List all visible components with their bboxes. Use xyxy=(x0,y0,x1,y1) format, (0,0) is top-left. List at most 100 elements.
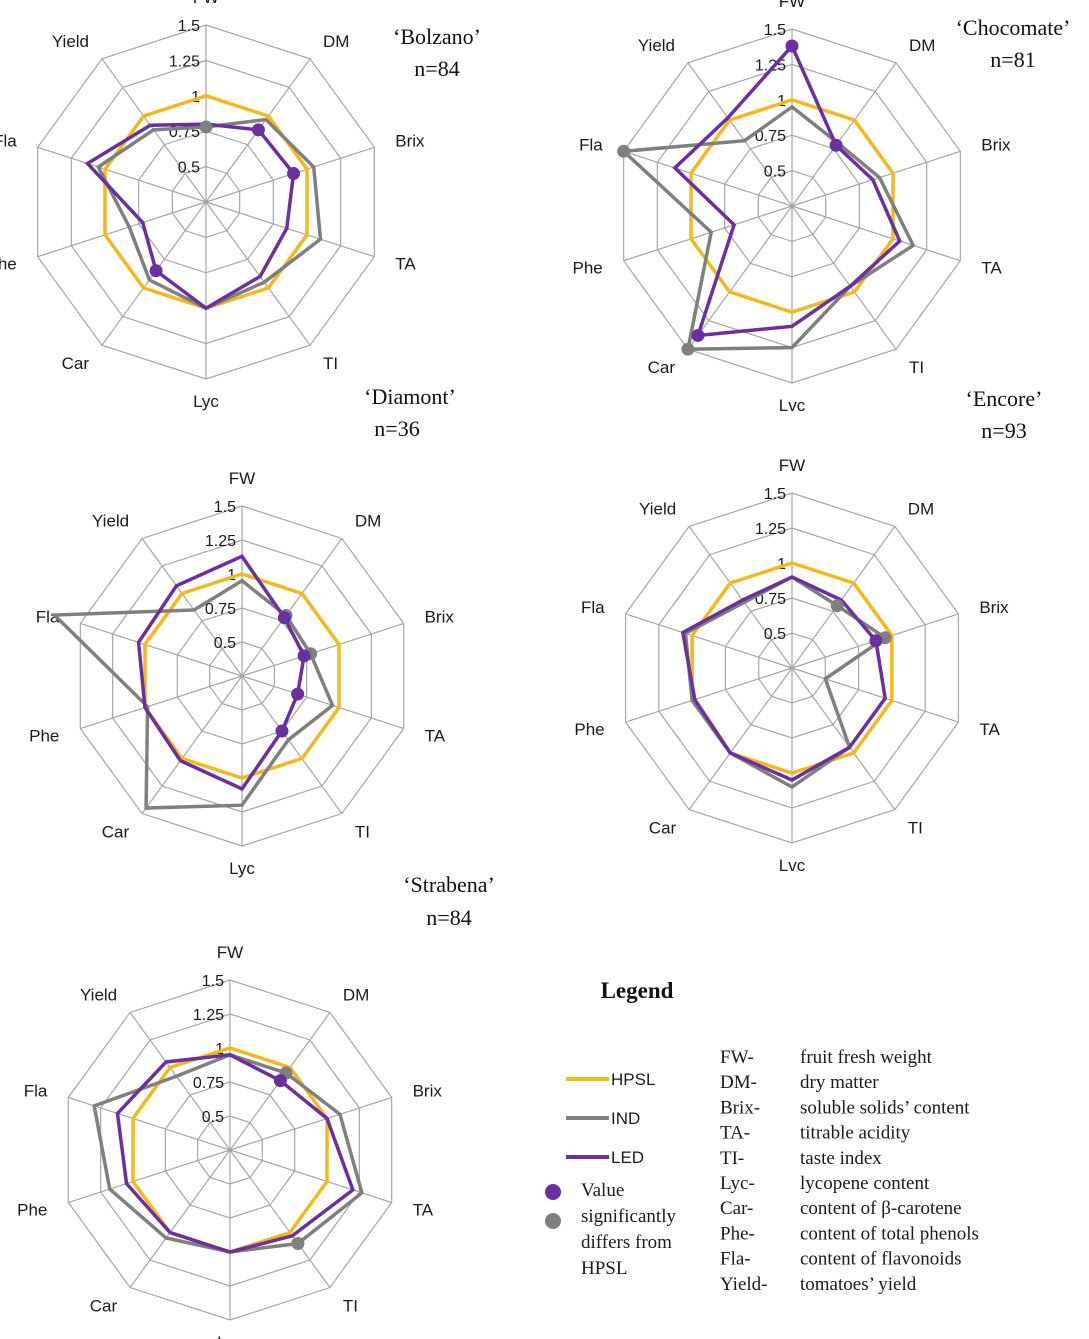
abbr-fla: Fla- xyxy=(720,1249,751,1270)
abbreviation-list: FW-fruit fresh weight DM-dry matter Brix-s… xyxy=(720,1047,979,1295)
chart-subtitle-diamont: n=36 xyxy=(374,416,419,441)
chart-title-chocomate: ‘Chocomate’ xyxy=(956,15,1071,40)
abbr-fw: FW- xyxy=(720,1047,754,1068)
chart-title-diamont: ‘Diamont’ xyxy=(364,384,456,409)
axis-label-brix: Brix xyxy=(981,136,1011,155)
tick-label-1: 1 xyxy=(227,567,236,584)
abbr-desc-fw: fruit fresh weight xyxy=(800,1047,933,1068)
axis-label-dm: DM xyxy=(343,986,369,1005)
axis-label-ti: TI xyxy=(323,354,338,373)
legend-note-line-3: differs from xyxy=(581,1232,672,1253)
axis-label-phe: Phe xyxy=(574,720,604,739)
abbr-yield: Yield- xyxy=(720,1274,768,1295)
tick-label-1: 1 xyxy=(777,556,786,573)
legend-note-line-2: significantly xyxy=(581,1206,676,1227)
axis-label-fla: Fla xyxy=(36,608,60,627)
sig-marker-led-brix xyxy=(287,167,301,181)
tick-label-1: 1 xyxy=(777,93,786,110)
spoke-brix xyxy=(791,150,961,207)
radar-chart-diamont: 0.5 0.75 1 1.25 1.5 FW DM Brix TA TI Lyc Car Phe Fla Y… xyxy=(29,469,454,878)
series-line-led xyxy=(680,575,888,782)
axis-label-dm: DM xyxy=(909,36,935,55)
series-line-led xyxy=(115,1053,355,1254)
axis-label-phe: Phe xyxy=(29,726,59,745)
spoke-fla xyxy=(623,150,793,207)
tick-label-1-5: 1.5 xyxy=(178,18,200,35)
axis-label-fw: FW xyxy=(229,469,255,488)
axis-label-ta: TA xyxy=(395,254,416,273)
axis-label-lvc: Lvc xyxy=(779,856,806,875)
spoke-ta xyxy=(241,675,404,730)
axis-label-fw: FW xyxy=(779,456,805,475)
axis-label-ta: TA xyxy=(981,258,1002,277)
radar-chart-chocomate: 0.50.7511.251.5FWDMBrixTATILvcCarPheFlaY… xyxy=(572,0,1011,415)
radar-chart-encore: 0.5 0.75 1 1.25 1.5 FW DM Brix TA TI Lvc Car Phe Fla Y… xyxy=(574,456,1009,875)
tick-label-0-75: 0.75 xyxy=(205,601,236,618)
sig-marker-ind-fla xyxy=(617,144,631,158)
spoke-brix xyxy=(241,622,404,677)
tick-label-1-5: 1.5 xyxy=(214,499,236,516)
axis-label-fla: Fla xyxy=(579,136,603,155)
abbr-desc-lyc: lycopene content xyxy=(800,1173,930,1194)
tick-label-0-5: 0.5 xyxy=(202,1109,224,1126)
abbr-brix: Brix- xyxy=(720,1097,760,1118)
tick-label-0-5: 0.5 xyxy=(214,635,236,652)
tick-label-1: 1 xyxy=(215,1041,224,1058)
legend-marker-purple xyxy=(545,1184,561,1200)
legend-note-line-4: HPSL xyxy=(581,1258,627,1279)
sig-marker-led-dm xyxy=(273,1074,287,1088)
spoke-car xyxy=(687,205,793,350)
spoke-dm xyxy=(241,538,343,677)
legend-label-hpsl: HPSL xyxy=(611,1070,655,1089)
axis-label-fw: FW xyxy=(193,0,219,7)
sig-marker-ind-ti xyxy=(291,1237,305,1251)
axis-label-yield: Yield xyxy=(638,36,675,55)
tick-label-1-5: 1.5 xyxy=(764,22,786,39)
legend: Legend HPSL IND LED Value significantly … xyxy=(545,978,979,1295)
spoke-phe xyxy=(623,205,793,262)
spoke-phe xyxy=(80,675,243,730)
tick-label-0-75: 0.75 xyxy=(193,1075,224,1092)
chart-subtitle-bolzano: n=84 xyxy=(414,56,459,81)
sig-marker-ind-dm xyxy=(830,599,844,613)
series-line-led xyxy=(84,122,296,311)
sig-marker-led-dm xyxy=(829,138,843,152)
abbr-phe: Phe- xyxy=(720,1223,755,1244)
axis-label-brix: Brix xyxy=(979,598,1009,617)
tick-label-1-25: 1.25 xyxy=(193,1007,224,1024)
spoke-yield xyxy=(129,1012,231,1151)
spoke-car xyxy=(141,675,243,814)
axis-label-ti: TI xyxy=(355,822,370,841)
axis-label-fw: FW xyxy=(217,943,243,962)
spoke-brix xyxy=(229,1096,392,1151)
abbr-desc-yield: tomatoes’ yield xyxy=(800,1274,917,1295)
sig-marker-led-brix xyxy=(869,634,883,648)
spoke-ti xyxy=(205,201,311,346)
tick-label-0-5: 0.5 xyxy=(178,160,200,177)
axis-label-car: Car xyxy=(102,822,130,841)
spoke-fla xyxy=(37,146,207,203)
axis-label-yield: Yield xyxy=(52,32,89,51)
tick-label-0-75: 0.75 xyxy=(755,128,786,145)
axis-label-ti: TI xyxy=(343,1296,358,1315)
axis-label-ta: TA xyxy=(979,720,1000,739)
tick-label-1-25: 1.25 xyxy=(169,53,200,70)
spoke-car xyxy=(129,1149,231,1288)
spoke-ti xyxy=(241,675,343,814)
chart-title-bolzano: ‘Bolzano’ xyxy=(393,24,481,49)
axis-label-ti: TI xyxy=(908,818,923,837)
series-line-hpsl xyxy=(143,572,341,780)
axis-label-lvc: Lvc xyxy=(779,396,806,415)
abbr-desc-brix: soluble solids’ content xyxy=(800,1097,970,1118)
legend-label-ind: IND xyxy=(611,1109,640,1128)
axis-label-ti: TI xyxy=(909,358,924,377)
radar-chart-bolzano: 0.50.7511.251.5FWDMBrixTATILycCarPheFlaY… xyxy=(0,0,425,411)
abbr-lyc: Lyc- xyxy=(720,1173,755,1194)
legend-label-led: LED xyxy=(611,1148,644,1167)
chart-title-encore: ‘Encore’ xyxy=(966,386,1043,411)
chart-title-strabena: ‘Strabena’ xyxy=(403,872,495,897)
axis-label-brix: Brix xyxy=(395,132,425,151)
series-line-led xyxy=(672,42,902,338)
spoke-yield xyxy=(687,62,793,207)
chart-subtitle-chocomate: n=81 xyxy=(990,47,1035,72)
